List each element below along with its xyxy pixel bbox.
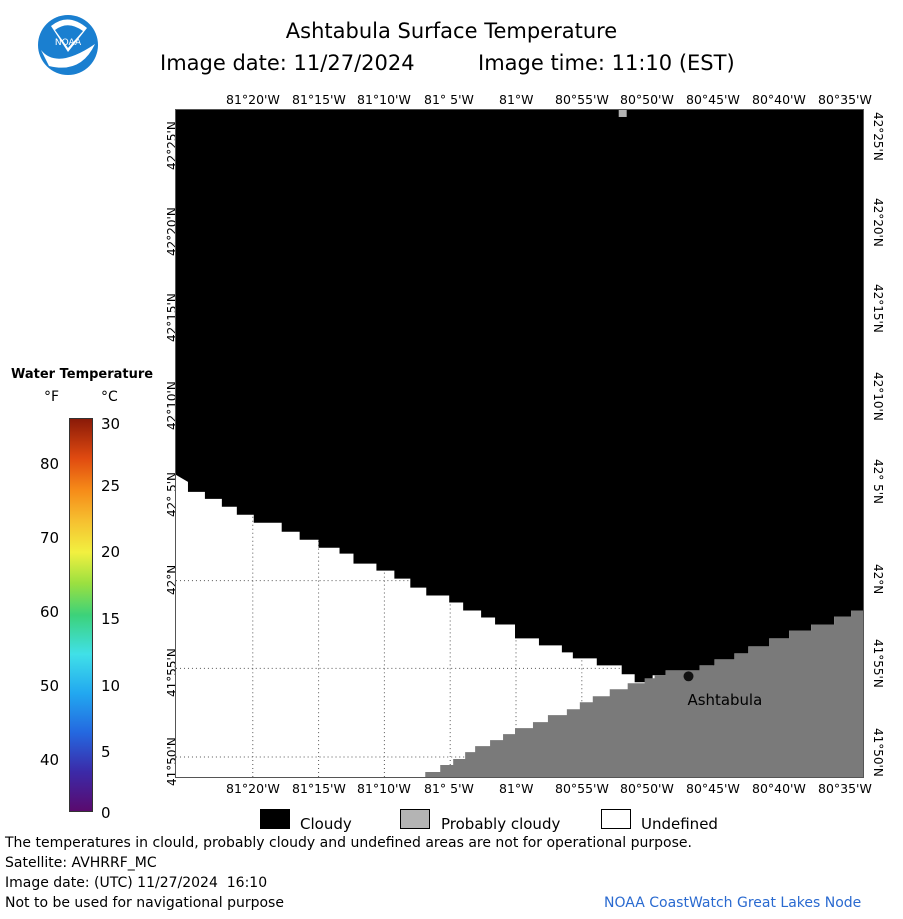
credit-link[interactable]: NOAA CoastWatch Great Lakes Node	[604, 895, 862, 911]
lon-label-bottom: 80°50'W	[620, 781, 674, 796]
legend-swatch-cloudy	[260, 809, 290, 829]
lon-label-top: 80°50'W	[620, 92, 674, 107]
lat-label-right: 42°N	[871, 564, 885, 595]
lat-label-right: 42°10'N	[871, 372, 885, 421]
f-tick: 40	[40, 751, 60, 769]
lat-label-right: 42°15'N	[871, 284, 885, 333]
lat-label-right: 42° 5'N	[871, 459, 885, 504]
c-tick: 20	[101, 543, 121, 561]
unit-celsius: °C	[101, 389, 118, 405]
legend-swatch-undefined	[601, 809, 631, 829]
legend-swatch-probably-cloudy	[400, 809, 430, 829]
lon-label-top: 81°20'W	[226, 92, 280, 107]
lon-label-bottom: 81°20'W	[226, 781, 280, 796]
lon-label-top: 81°W	[499, 92, 534, 107]
image-date: Image date: 11/27/2024	[160, 51, 415, 75]
c-tick: 5	[101, 743, 111, 761]
lon-label-bottom: 81°15'W	[292, 781, 346, 796]
f-tick: 80	[40, 455, 60, 473]
c-tick: 10	[101, 677, 121, 695]
map-title: Ashtabula Surface Temperature	[285, 19, 618, 43]
lon-label-top: 80°45'W	[686, 92, 740, 107]
lon-label-bottom: 80°40'W	[752, 781, 806, 796]
c-tick: 0	[101, 804, 111, 822]
image-time: Image time: 11:10 (EST)	[478, 51, 735, 75]
lat-label-right: 41°50'N	[871, 728, 885, 777]
cloudy-region	[176, 110, 863, 683]
lon-label-bottom: 81°W	[499, 781, 534, 796]
lon-label-bottom: 81° 5'W	[424, 781, 474, 796]
lon-label-top: 81°10'W	[357, 92, 411, 107]
logo-text: NOAA	[55, 38, 82, 48]
lon-label-top: 80°55'W	[555, 92, 609, 107]
lat-label-right: 42°25'N	[871, 112, 885, 161]
f-tick: 60	[40, 603, 60, 621]
lon-label-bottom: 80°45'W	[686, 781, 740, 796]
lon-label-bottom: 80°35'W	[818, 781, 872, 796]
lon-label-top: 81° 5'W	[424, 92, 474, 107]
noaa-logo-icon: NOAA	[38, 15, 98, 75]
c-tick: 25	[101, 477, 121, 495]
lon-label-top: 80°35'W	[818, 92, 872, 107]
colorbar-title: Water Temperature	[11, 367, 154, 382]
lon-label-bottom: 80°55'W	[555, 781, 609, 796]
disclaimer-text: The temperatures in clould, probably clo…	[5, 835, 692, 851]
land-region	[425, 610, 863, 777]
legend-probably-cloudy: Probably cloudy	[441, 815, 561, 833]
legend-cloudy: Cloudy	[300, 815, 352, 833]
sst-map: Ashtabula	[175, 109, 864, 778]
c-tick: 30	[101, 415, 121, 433]
lon-label-top: 81°15'W	[292, 92, 346, 107]
lon-label-bottom: 81°10'W	[357, 781, 411, 796]
probably-cloudy-pixel	[618, 110, 627, 117]
utc-date-text: Image date: (UTC) 11/27/2024 16:10	[5, 875, 268, 891]
city-label: Ashtabula	[688, 691, 763, 709]
unit-fahrenheit: °F	[44, 389, 60, 405]
f-tick: 50	[40, 677, 60, 695]
c-tick: 15	[101, 610, 121, 628]
f-tick: 70	[40, 529, 60, 547]
lat-label-right: 41°55'N	[871, 639, 885, 688]
legend-undefined: Undefined	[641, 815, 718, 833]
navigation-warning: Not to be used for navigational purpose	[5, 895, 284, 911]
city-marker	[683, 671, 694, 682]
lon-label-top: 80°40'W	[752, 92, 806, 107]
lat-label-right: 42°20'N	[871, 198, 885, 247]
temperature-colorbar	[69, 418, 93, 812]
satellite-text: Satellite: AVHRRF_MC	[5, 855, 157, 871]
